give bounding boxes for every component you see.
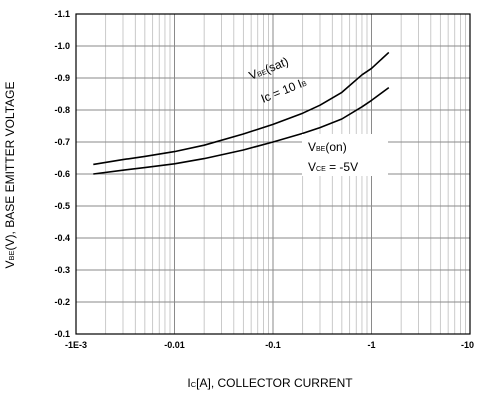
x-axis-label: IC[A], COLLECTOR CURRENT	[187, 376, 353, 390]
y-tick-label: -0.7	[54, 137, 70, 147]
series-line-vbe-sat	[93, 51, 390, 166]
y-tick-label: -1.0	[54, 41, 70, 51]
y-tick-label: -0.3	[54, 265, 70, 275]
y-tick-label: -0.1	[54, 329, 70, 339]
y-tick-label: -0.2	[54, 297, 70, 307]
x-tick-label: -1E-3	[65, 340, 87, 350]
vbe-sat-condition-label: Ic = 10 IB	[259, 75, 309, 106]
x-tick-label: -0.01	[164, 340, 185, 350]
y-tick-label: -0.6	[54, 169, 70, 179]
y-tick-label: -0.9	[54, 73, 70, 83]
series-line-vbe-on	[93, 86, 390, 175]
vbe-on-label-box	[302, 134, 388, 176]
y-tick-label: -1.1	[54, 9, 70, 19]
y-axis-label: VBE(V), BASE EMITTER VOLTAGE	[3, 82, 17, 269]
vbe-on-condition-label: VCE = -5V	[308, 160, 358, 174]
y-tick-label: -0.8	[54, 105, 70, 115]
x-tick-label: -10	[461, 340, 474, 350]
x-tick-label: -1	[367, 340, 375, 350]
y-tick-label: -0.5	[54, 201, 70, 211]
y-tick-labels: -1.1 -1.0 -0.9 -0.8 -0.7 -0.6 -0.5 -0.4 -0.3 -0.2…	[54, 9, 70, 339]
x-tick-labels: -1E-3 -0.01 -0.1 -1 -10	[65, 340, 474, 350]
vbe-on-label: VBE(on)	[308, 140, 347, 154]
series-lines	[93, 51, 390, 175]
y-tick-label: -0.4	[54, 233, 70, 243]
x-tick-label: -0.1	[265, 340, 281, 350]
plot-frame	[75, 13, 471, 335]
